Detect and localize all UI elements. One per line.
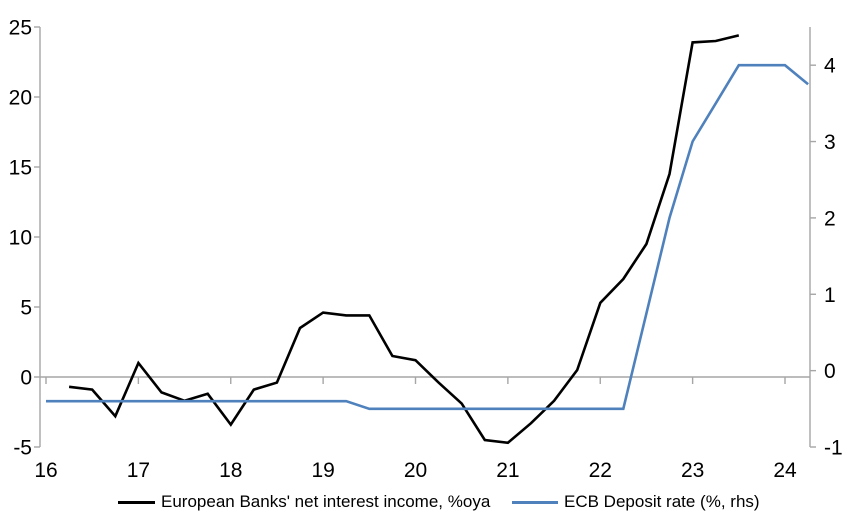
y-axis-left-tick-label: 20 xyxy=(9,87,32,110)
x-axis-tick-label: 16 xyxy=(34,459,57,482)
x-axis-tick-label: 24 xyxy=(773,459,797,482)
y-axis-right-tick-label: 2 xyxy=(824,207,836,230)
y-axis-right-tick-label: 3 xyxy=(824,131,836,154)
x-axis-tick-label: 23 xyxy=(681,459,704,482)
y-axis-right-tick-label: 1 xyxy=(824,284,836,307)
y-axis-right-tick-label: -1 xyxy=(824,437,843,460)
legend-label-ecb-deposit-rate: ECB Deposit rate (%, rhs) xyxy=(564,492,760,511)
series-line-ecb-deposit-rate xyxy=(46,63,809,411)
x-axis-tick-label: 21 xyxy=(496,459,519,482)
legend-line-swatch-blue-icon xyxy=(512,500,558,504)
x-axis-tick-label: 17 xyxy=(127,459,150,482)
series-line-net-interest-income xyxy=(68,34,740,445)
chart-legend: European Banks' net interest income, %oy… xyxy=(0,487,852,523)
x-axis-tick-label: 20 xyxy=(404,459,427,482)
legend-line-swatch-black-icon xyxy=(118,500,155,504)
y-axis-left-tick-label: 15 xyxy=(9,157,32,180)
x-axis-tick-label: 19 xyxy=(311,459,334,482)
y-axis-left-tick-label: 10 xyxy=(9,227,32,250)
x-axis-tick-label: 22 xyxy=(589,459,612,482)
y-axis-left-tick-label: 0 xyxy=(20,367,32,390)
y-axis-left-tick-label: 25 xyxy=(9,17,32,40)
x-axis-tick-label: 18 xyxy=(219,459,242,482)
y-axis-left-tick-label: 5 xyxy=(20,297,32,320)
y-axis-right-tick-label: 0 xyxy=(824,360,836,383)
legend-label-net-interest-income: European Banks' net interest income, %oy… xyxy=(161,492,491,511)
legend-item-net-interest-income: European Banks' net interest income, %oy… xyxy=(118,487,490,517)
legend-item-ecb-deposit-rate: ECB Deposit rate (%, rhs) xyxy=(512,487,760,517)
y-axis-left-tick-label: -5 xyxy=(13,437,32,460)
y-axis-right-tick-label: 4 xyxy=(824,55,836,78)
